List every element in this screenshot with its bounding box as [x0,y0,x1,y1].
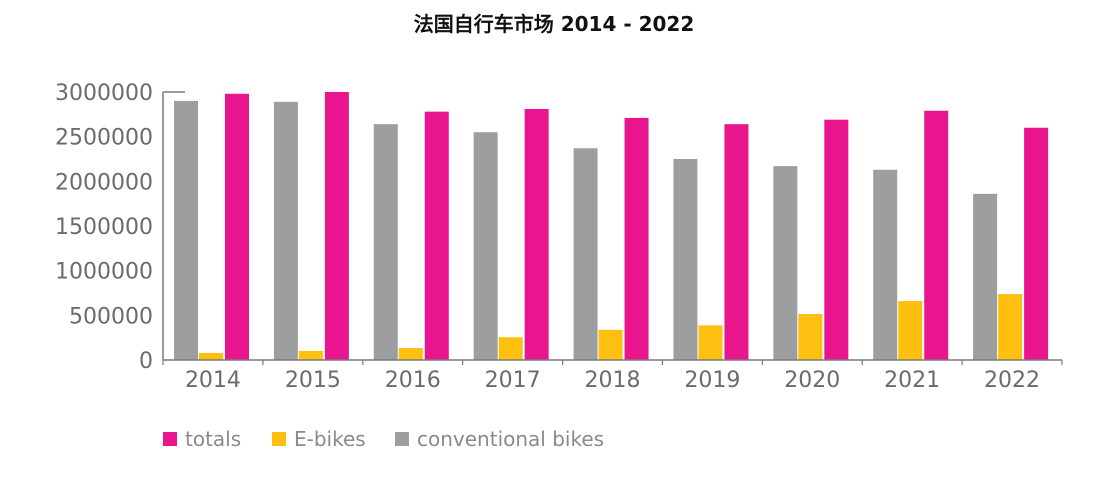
bar-totals-2016 [424,111,449,360]
y-tick-label: 1000000 [55,260,153,285]
legend-swatch-e-bikes [272,432,286,446]
bar-conventional-bikes-2019 [673,159,698,360]
x-tick-label: 2022 [984,368,1040,393]
bar-conventional-bikes-2016 [373,124,398,360]
x-tick-label: 2021 [884,368,940,393]
x-tick-label: 2014 [185,368,241,393]
bar-e-bikes-2014 [199,353,223,360]
bar-totals-2015 [324,92,349,360]
bar-e-bikes-2018 [598,329,623,360]
x-tick-label: 2015 [285,368,341,393]
legend-swatch-totals [163,432,177,446]
bar-totals-2017 [524,108,549,361]
bar-conventional-bikes-2018 [573,148,598,360]
bar-totals-2020 [824,119,849,361]
bar-e-bikes-2022 [998,294,1023,360]
bar-e-bikes-2015 [298,350,323,360]
bar-totals-2021 [924,110,949,360]
bars-group [174,92,1049,361]
bar-conventional-bikes-2022 [973,193,998,360]
x-tick-label: 2020 [784,368,840,393]
y-tick-labels: 0 500000 1000000 1500000 2000000 2500000 30000… [55,81,153,374]
bar-conventional-bikes-2021 [873,169,898,360]
y-tick-label: 0 [139,349,153,374]
bar-totals-2018 [624,117,649,360]
legend-label-e-bikes: E-bikes [294,427,366,451]
bar-e-bikes-2016 [398,348,423,360]
bar-totals-2014 [225,93,249,360]
y-tick-label: 500000 [69,304,153,329]
bar-e-bikes-2017 [498,337,523,360]
y-tick-label: 3000000 [55,81,153,106]
x-tick-label: 2017 [485,368,541,393]
bar-e-bikes-2019 [698,325,723,360]
x-tick-labels: 2014 2015 2016 2017 2018 2019 2020 2021 2022 [185,368,1040,393]
y-tick-label: 2000000 [55,170,153,195]
y-tick-label: 1500000 [55,215,153,240]
bar-totals-2019 [724,124,749,360]
bar-totals-2022 [1024,127,1049,360]
x-tick-label: 2019 [684,368,740,393]
chart-title: 法国自行车市场 2014 - 2022 [413,12,695,36]
legend-swatch-conventional-bikes [395,432,409,446]
bar-e-bikes-2021 [898,301,923,360]
bar-conventional-bikes-2014 [174,100,198,360]
bar-conventional-bikes-2020 [773,166,798,360]
bar-conventional-bikes-2017 [473,132,498,360]
bar-e-bikes-2020 [798,313,823,360]
legend-label-totals: totals [185,427,241,451]
legend: totals E-bikes conventional bikes [163,427,604,451]
x-tick-label: 2018 [585,368,641,393]
legend-label-conventional-bikes: conventional bikes [417,427,604,451]
y-tick-label: 2500000 [55,126,153,151]
bar-conventional-bikes-2015 [273,101,298,361]
x-tick-label: 2016 [385,368,441,393]
axes-group [162,91,1063,365]
